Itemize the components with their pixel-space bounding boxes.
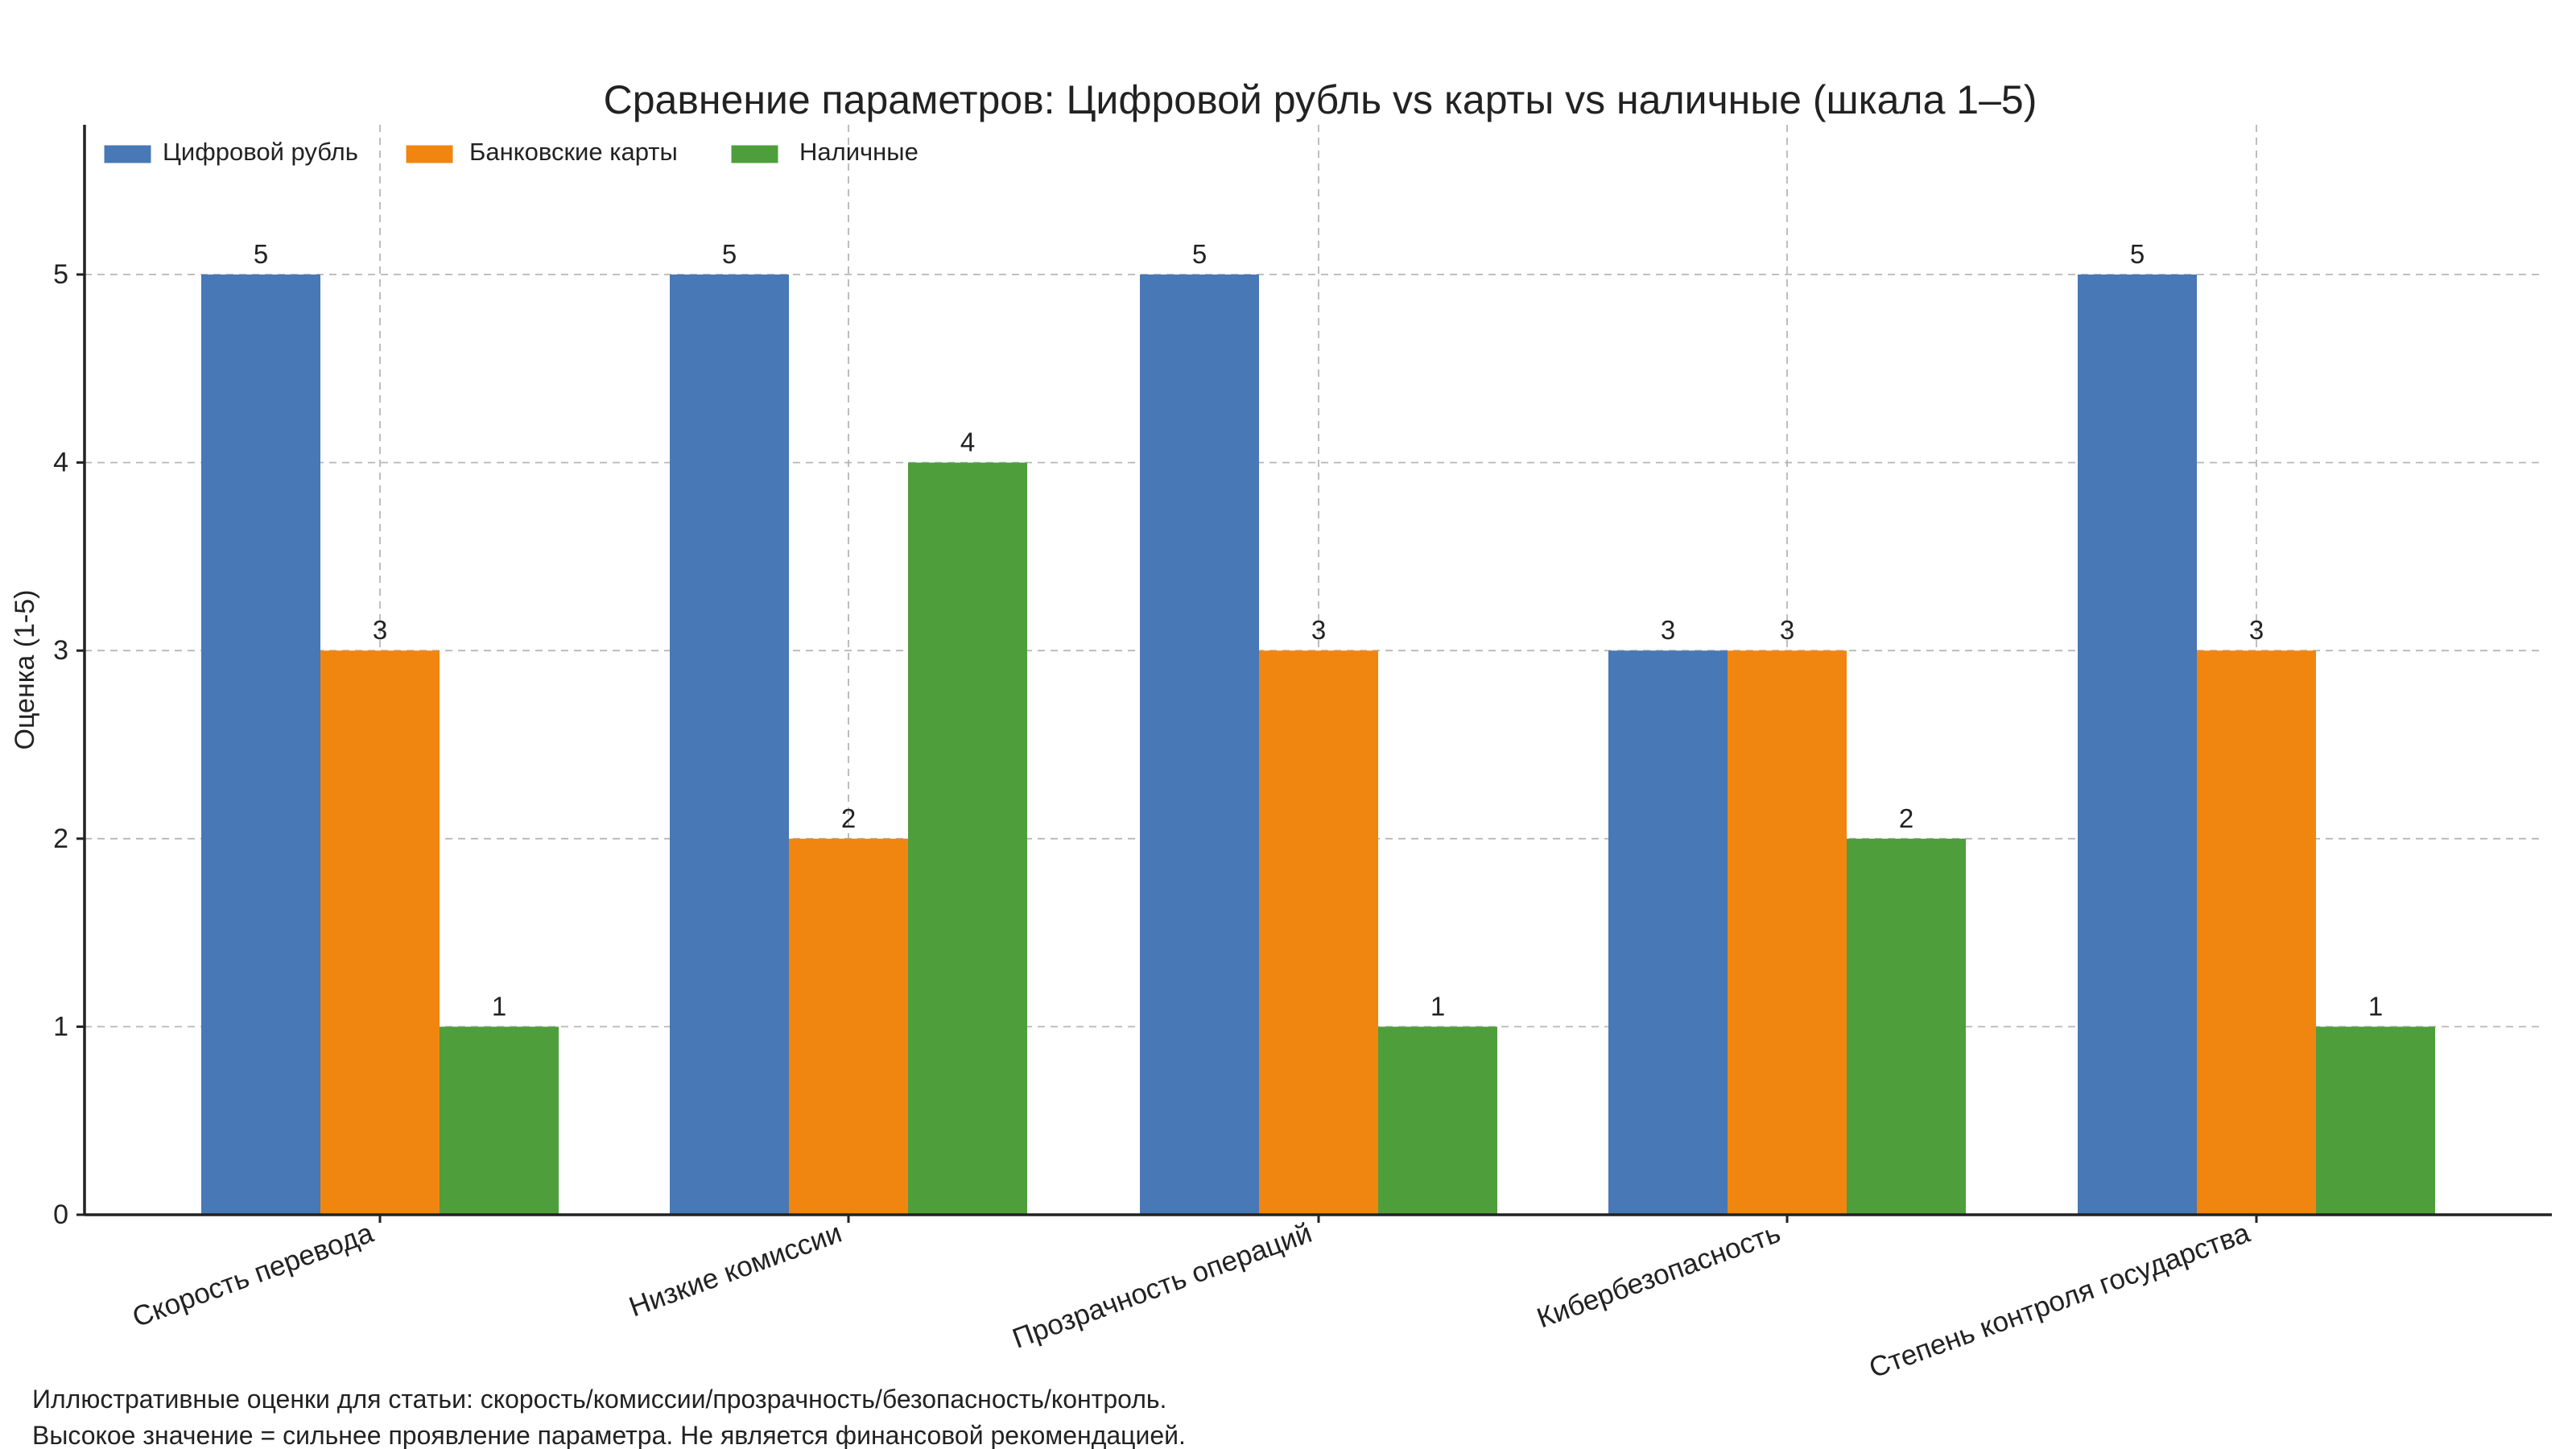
svg-text:Наличные: Наличные — [799, 138, 919, 166]
svg-text:3: 3 — [53, 635, 68, 666]
svg-text:3: 3 — [373, 615, 387, 645]
svg-text:Иллюстративные оценки для стат: Иллюстративные оценки для статьи: скорос… — [32, 1385, 1166, 1414]
svg-text:3: 3 — [1780, 615, 1794, 645]
svg-text:5: 5 — [722, 239, 737, 269]
svg-text:0: 0 — [53, 1199, 68, 1230]
svg-text:2: 2 — [1899, 803, 1913, 833]
svg-text:1: 1 — [1430, 991, 1445, 1021]
svg-text:2: 2 — [841, 803, 856, 833]
svg-text:Банковские карты: Банковские карты — [469, 138, 678, 166]
svg-text:1: 1 — [2368, 991, 2383, 1021]
svg-text:5: 5 — [1192, 239, 1207, 269]
svg-text:3: 3 — [1311, 615, 1326, 645]
svg-text:4: 4 — [53, 448, 68, 478]
svg-text:1: 1 — [492, 991, 506, 1021]
svg-text:3: 3 — [1661, 615, 1675, 645]
svg-text:Цифровой рубль: Цифровой рубль — [163, 138, 358, 166]
svg-text:1: 1 — [53, 1011, 68, 1042]
svg-text:Оценка (1-5): Оценка (1-5) — [10, 590, 40, 750]
svg-text:Сравнение параметров: Цифровой: Сравнение параметров: Цифровой рубль vs … — [604, 77, 2037, 122]
svg-text:5: 5 — [53, 259, 68, 290]
svg-text:Высокое значение = сильнее про: Высокое значение = сильнее проявление па… — [32, 1421, 1186, 1449]
svg-text:2: 2 — [53, 824, 68, 854]
svg-text:5: 5 — [254, 239, 268, 269]
svg-text:5: 5 — [2130, 239, 2145, 269]
svg-text:3: 3 — [2249, 615, 2264, 645]
svg-text:4: 4 — [960, 427, 975, 457]
